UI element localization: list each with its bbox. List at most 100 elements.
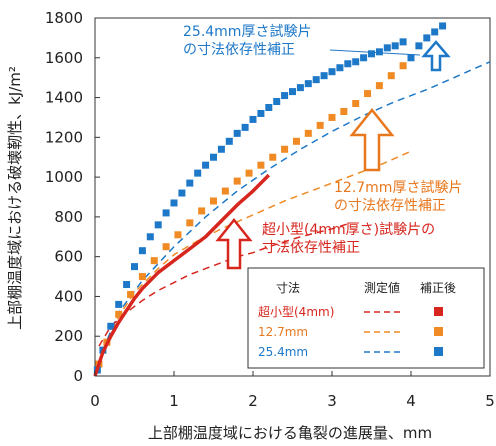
point-s25-corrected <box>352 58 360 66</box>
point-s25-corrected <box>439 22 447 30</box>
y-tick-label: 200 <box>54 327 83 345</box>
point-s12-corrected <box>186 219 194 227</box>
y-tick-label: 400 <box>54 287 83 305</box>
y-tick-label: 1400 <box>45 89 83 107</box>
y-tick-label: 0 <box>73 367 83 385</box>
legend: 寸法 測定値 補正後 超小型(4mm) 12.7mm 25.4mm <box>247 267 485 369</box>
y-axis-ticks: 0 200 400 600 800 1000 1200 1400 1600 1800 <box>45 9 100 385</box>
point-s25-corrected <box>368 50 375 58</box>
point-s25-corrected <box>336 64 344 72</box>
y-tick-label: 1600 <box>45 49 83 67</box>
y-tick-label: 1000 <box>45 168 83 186</box>
point-s25-corrected <box>123 281 131 289</box>
point-s12-corrected <box>387 72 395 80</box>
annotation-mini-line2: 寸法依存性補正 <box>262 240 360 256</box>
annotation-25: 25.4mm厚さ試験片 の寸法依存性補正 <box>183 24 311 58</box>
annotation-12-line1: 12.7mm厚さ試験片 <box>334 180 462 196</box>
point-s25-corrected <box>344 60 352 68</box>
point-s12-corrected <box>375 82 383 90</box>
point-s25-corrected <box>296 84 304 92</box>
point-s25-corrected <box>265 104 273 111</box>
point-s12-corrected <box>328 113 336 121</box>
y-tick-label: 1200 <box>45 128 83 146</box>
point-s25-corrected <box>217 145 225 153</box>
point-s25-corrected <box>225 137 233 145</box>
point-s25-corrected <box>146 233 154 241</box>
point-s12-corrected <box>281 145 289 153</box>
pointer-line-25 <box>329 49 421 56</box>
point-s25-corrected <box>186 179 194 187</box>
legend-header-corrected: 補正後 <box>420 281 456 295</box>
point-s12-corrected <box>115 310 123 318</box>
y-axis-title: 上部棚温度域における破壊靭性、kJ/m² <box>6 66 24 330</box>
annotation-mini-line1: 超小型(4mm厚さ)試験片の <box>262 222 435 238</box>
annotation-25-line1: 25.4mm厚さ試験片 <box>183 24 311 40</box>
point-s25-corrected <box>202 161 210 169</box>
arrow-12-icon <box>349 107 395 172</box>
x-tick-label: 5 <box>485 392 495 410</box>
x-tick-label: 4 <box>406 392 416 410</box>
point-s12-corrected <box>150 257 158 265</box>
point-s25-corrected <box>391 42 399 50</box>
point-s12-corrected <box>340 107 348 115</box>
point-s12-corrected <box>364 90 372 98</box>
series-mini-measured <box>98 223 349 347</box>
annotation-mini: 超小型(4mm厚さ)試験片の 寸法依存性補正 <box>262 222 435 256</box>
point-s25-corrected <box>383 44 391 52</box>
point-s25-corrected <box>415 42 423 50</box>
point-s12-corrected <box>269 153 277 161</box>
point-s25-corrected <box>233 129 241 137</box>
point-s25-corrected <box>289 88 296 96</box>
y-tick-label: 600 <box>54 248 83 266</box>
point-s25-corrected <box>257 109 265 117</box>
point-s25-corrected <box>162 209 170 217</box>
arrow-mini-icon <box>215 217 253 270</box>
x-axis-ticks: 0 1 2 3 4 5 <box>90 371 495 410</box>
point-s12-corrected <box>352 100 360 108</box>
point-s25-corrected <box>170 199 178 207</box>
point-s25-corrected <box>138 247 146 255</box>
point-s12-corrected <box>221 187 229 195</box>
series-mini-corrected <box>93 173 271 377</box>
point-s25-corrected <box>423 34 431 42</box>
point-s25-corrected <box>399 38 407 46</box>
series-s25-measured <box>102 61 491 351</box>
point-s12-corrected <box>198 207 206 215</box>
y-tick-label: 1800 <box>45 9 83 27</box>
point-s25-corrected <box>178 189 186 197</box>
x-tick-label: 3 <box>327 392 337 410</box>
point-s25-corrected <box>375 48 383 56</box>
x-axis-title: 上部棚温度域における亀裂の進展量、mm <box>148 424 432 442</box>
legend-25-corrected-marker <box>434 347 443 356</box>
point-s25-corrected <box>210 153 217 161</box>
point-s12-corrected <box>316 121 324 129</box>
point-s25-corrected <box>431 28 439 36</box>
plot-frame <box>94 17 491 377</box>
point-s25-corrected <box>328 68 336 76</box>
point-s12-corrected <box>292 137 300 145</box>
x-tick-label: 1 <box>169 392 179 410</box>
annotation-12: 12.7mm厚さ試験片 の寸法依存性補正 <box>334 180 462 214</box>
point-s12-corrected <box>399 62 407 70</box>
point-s25-corrected <box>115 300 123 308</box>
point-s25-corrected <box>407 54 415 62</box>
point-s25-corrected <box>304 80 312 88</box>
legend-entry-25: 25.4mm <box>258 345 308 359</box>
legend-12-corrected-marker <box>434 327 443 336</box>
point-s25-corrected <box>360 54 368 62</box>
point-s25-corrected <box>249 115 257 123</box>
point-s25-corrected <box>281 92 289 100</box>
annotation-25-line2: の寸法依存性補正 <box>183 42 295 58</box>
arrow-25-icon <box>421 40 451 72</box>
correction-arrows <box>215 40 451 270</box>
point-s12-corrected <box>245 169 253 177</box>
series-layer <box>93 22 491 377</box>
legend-mini-corrected-marker <box>434 307 443 316</box>
point-s25-corrected <box>241 123 249 131</box>
point-s25-corrected <box>194 169 202 177</box>
point-s25-corrected <box>107 322 115 330</box>
series-s12-measured <box>102 150 412 353</box>
plot-area <box>94 17 491 377</box>
point-s25-corrected <box>312 76 320 84</box>
